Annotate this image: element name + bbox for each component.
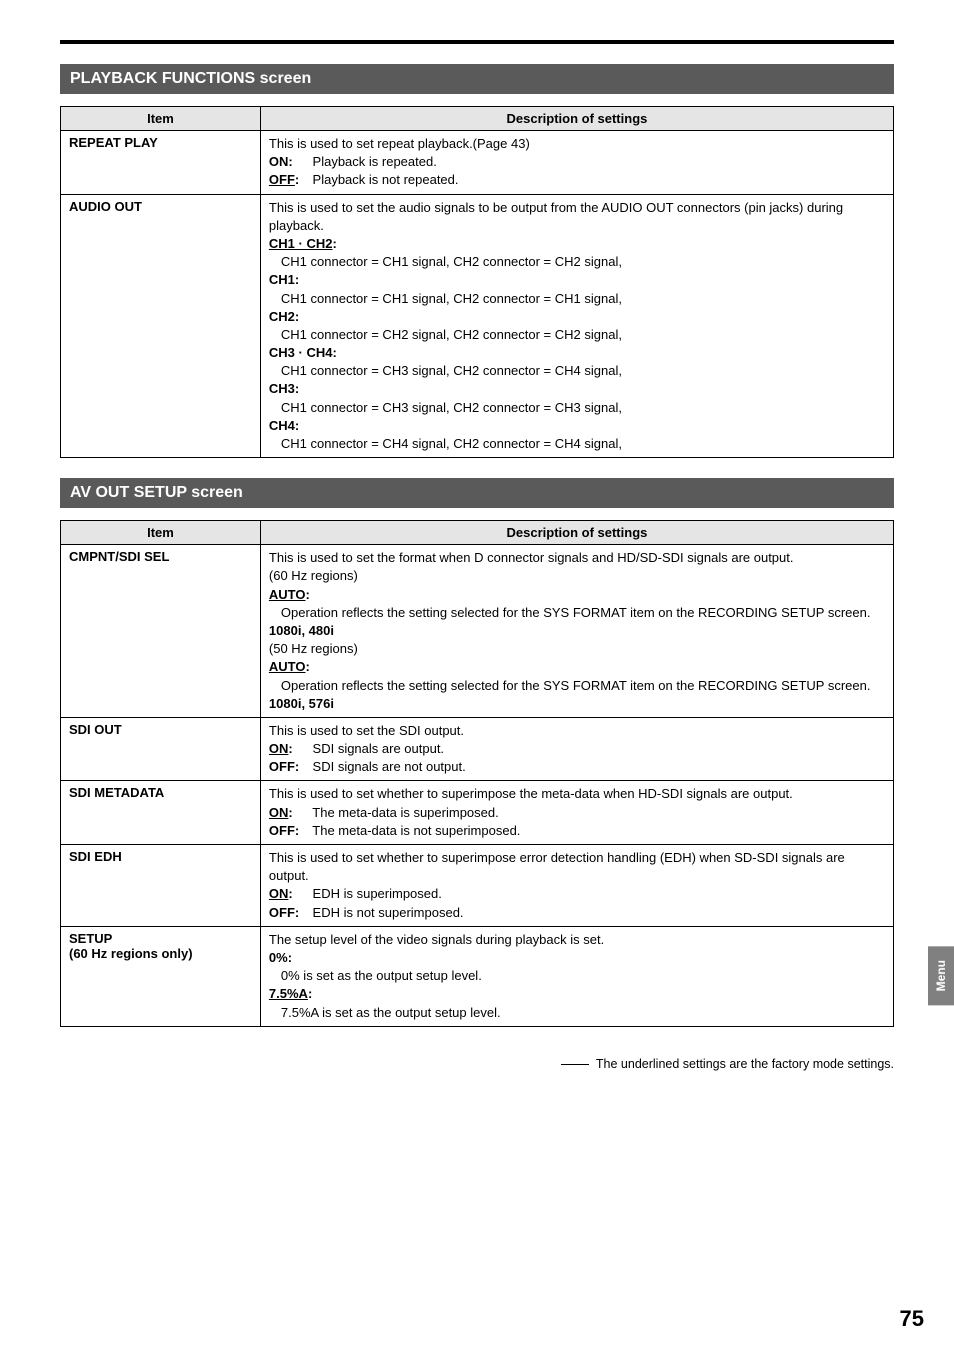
legend-underline-sample <box>561 1064 589 1065</box>
item-cell: SDI EDH <box>61 845 261 927</box>
table-header-cell: Description of settings <box>260 107 893 131</box>
description-cell: This is used to set the format when D co… <box>260 545 893 718</box>
description-text: (60 Hz regions) <box>269 567 885 585</box>
description-indent: CH1 connector = CH3 signal, CH2 connecto… <box>269 399 885 417</box>
description-bold: 1080i, 480i <box>269 622 885 640</box>
table-row: SDI EDHThis is used to set whether to su… <box>61 845 894 927</box>
settings-table: ItemDescription of settingsCMPNT/SDI SEL… <box>60 520 894 1027</box>
page-content: PLAYBACK FUNCTIONS screenItemDescription… <box>60 64 894 1027</box>
description-bold: CH4: <box>269 417 885 435</box>
table-row: CMPNT/SDI SEL This is used to set the for… <box>61 545 894 718</box>
section-header: AV OUT SETUP screen <box>60 478 894 508</box>
table-header-cell: Item <box>61 521 261 545</box>
description-bold: CH3: <box>269 380 885 398</box>
description-indent: Operation reflects the setting selected … <box>269 604 885 622</box>
description-bold: CH3 · CH4: <box>269 344 885 362</box>
description-keyvalue: OFF: SDI signals are not output. <box>269 758 885 776</box>
description-keyvalue: OFF: The meta-data is not superimposed. <box>269 822 885 840</box>
description-text: This is used to set whether to superimpo… <box>269 849 885 885</box>
description-indent: CH1 connector = CH4 signal, CH2 connecto… <box>269 435 885 453</box>
description-cell: This is used to set whether to superimpo… <box>260 845 893 927</box>
description-keyvalue: ON: EDH is superimposed. <box>269 885 885 903</box>
description-cell: This is used to set whether to superimpo… <box>260 781 893 845</box>
description-bold: 0%: <box>269 949 885 967</box>
description-indent: CH1 connector = CH2 signal, CH2 connecto… <box>269 326 885 344</box>
settings-table: ItemDescription of settingsREPEAT PLAYTh… <box>60 106 894 458</box>
description-text: (50 Hz regions) <box>269 640 885 658</box>
description-text: This is used to set the format when D co… <box>269 549 885 567</box>
description-indent: Operation reflects the setting selected … <box>269 677 885 695</box>
side-menu-tab: Menu <box>928 946 954 1005</box>
item-cell: SDI METADATA <box>61 781 261 845</box>
description-bold: CH2: <box>269 308 885 326</box>
description-cell: The setup level of the video signals dur… <box>260 926 893 1026</box>
item-cell: AUDIO OUT <box>61 194 261 458</box>
top-rule <box>60 40 894 44</box>
description-text: This is used to set the audio signals to… <box>269 199 885 235</box>
description-indent: 0% is set as the output setup level. <box>269 967 885 985</box>
item-cell: REPEAT PLAY <box>61 131 261 195</box>
item-cell: CMPNT/SDI SEL <box>61 545 261 718</box>
description-cell: This is used to set the SDI output.ON: S… <box>260 717 893 781</box>
description-keyvalue: ON: SDI signals are output. <box>269 740 885 758</box>
description-indent: CH1 connector = CH3 signal, CH2 connecto… <box>269 362 885 380</box>
description-cell: This is used to set the audio signals to… <box>260 194 893 458</box>
description-bold: 1080i, 576i <box>269 695 885 713</box>
table-row: AUDIO OUTThis is used to set the audio s… <box>61 194 894 458</box>
description-cell: This is used to set repeat playback.(Pag… <box>260 131 893 195</box>
table-header-cell: Description of settings <box>260 521 893 545</box>
table-row: SETUP(60 Hz regions only) The setup level… <box>61 926 894 1026</box>
description-keyvalue: OFF: EDH is not superimposed. <box>269 904 885 922</box>
table-row: SDI METADATA This is used to set whether … <box>61 781 894 845</box>
description-indent: CH1 connector = CH1 signal, CH2 connecto… <box>269 253 885 271</box>
footer-note-text: The underlined settings are the factory … <box>596 1057 894 1071</box>
description-text: This is used to set whether to superimpo… <box>269 785 885 803</box>
description-bold-underline: AUTO: <box>269 586 885 604</box>
item-cell: SETUP(60 Hz regions only) <box>61 926 261 1026</box>
table-header-cell: Item <box>61 107 261 131</box>
description-text: The setup level of the video signals dur… <box>269 931 885 949</box>
table-row: REPEAT PLAY This is used to set repeat pl… <box>61 131 894 195</box>
description-keyvalue: ON: Playback is repeated. <box>269 153 885 171</box>
item-cell: SDI OUT <box>61 717 261 781</box>
description-text: This is used to set repeat playback.(Pag… <box>269 135 885 153</box>
page-number: 75 <box>900 1306 924 1332</box>
description-text: This is used to set the SDI output. <box>269 722 885 740</box>
description-keyvalue: OFF: Playback is not repeated. <box>269 171 885 189</box>
footer-note: The underlined settings are the factory … <box>60 1057 894 1071</box>
table-row: SDI OUTThis is used to set the SDI outpu… <box>61 717 894 781</box>
description-indent: CH1 connector = CH1 signal, CH2 connecto… <box>269 290 885 308</box>
description-bold-underline: 7.5%A: <box>269 985 885 1003</box>
description-keyvalue: ON: The meta-data is superimposed. <box>269 804 885 822</box>
description-bold-underline: AUTO: <box>269 658 885 676</box>
description-indent: 7.5%A is set as the output setup level. <box>269 1004 885 1022</box>
description-bold: CH1: <box>269 271 885 289</box>
section-header: PLAYBACK FUNCTIONS screen <box>60 64 894 94</box>
description-bold-underline: CH1 · CH2: <box>269 235 885 253</box>
